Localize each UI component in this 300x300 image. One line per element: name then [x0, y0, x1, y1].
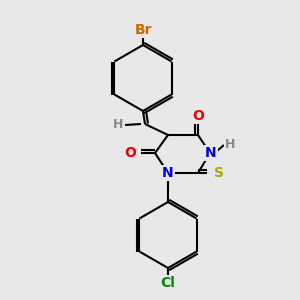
Text: O: O — [192, 109, 204, 123]
Text: S: S — [214, 166, 224, 180]
Text: H: H — [113, 118, 123, 131]
Text: N: N — [162, 166, 174, 180]
Text: H: H — [225, 139, 235, 152]
Text: O: O — [124, 146, 136, 160]
Text: Cl: Cl — [160, 276, 175, 290]
Text: Br: Br — [134, 23, 152, 37]
Text: N: N — [205, 146, 217, 160]
